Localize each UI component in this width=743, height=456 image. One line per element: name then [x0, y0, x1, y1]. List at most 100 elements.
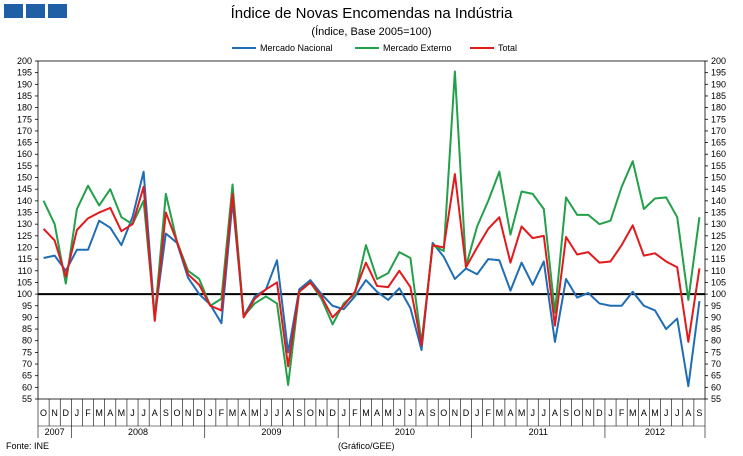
y-tick-label-left: 180 [17, 103, 32, 113]
x-tick-label: M [251, 408, 259, 418]
y-tick-label-right: 175 [711, 114, 726, 124]
y-tick-label-right: 55 [711, 394, 721, 404]
y-tick-label-left: 155 [17, 161, 32, 171]
year-label: 2011 [529, 427, 548, 437]
year-label: 2009 [261, 427, 281, 437]
x-tick-label: O [307, 408, 314, 418]
series-line-total [42, 173, 701, 368]
x-tick-label: A [374, 408, 380, 418]
y-tick-label-left: 135 [17, 208, 32, 218]
y-tick-label-right: 150 [711, 173, 726, 183]
y-tick-label-right: 160 [711, 149, 726, 159]
y-tick-label-right: 135 [711, 208, 726, 218]
y-tick-label-left: 170 [17, 126, 32, 136]
x-tick-label: N [318, 408, 325, 418]
y-tick-label-left: 175 [17, 114, 32, 124]
x-tick-label: S [296, 408, 302, 418]
y-tick-label-right: 120 [711, 242, 726, 252]
y-tick-label-right: 105 [711, 277, 726, 287]
y-tick-label-right: 200 [711, 56, 726, 66]
x-tick-label: M [651, 408, 659, 418]
x-tick-label: M [362, 408, 370, 418]
y-tick-label-left: 115 [18, 254, 32, 264]
x-tick-label: J [75, 408, 80, 418]
y-tick-label-right: 80 [711, 336, 721, 346]
y-tick-label-left: 55 [22, 394, 32, 404]
y-tick-label-right: 130 [711, 219, 726, 229]
x-tick-label: J [275, 408, 280, 418]
y-tick-label-right: 165 [711, 138, 726, 148]
x-tick-label: M [95, 408, 103, 418]
x-tick-label: D [196, 408, 203, 418]
x-tick-label: F [619, 408, 625, 418]
x-tick-label: A [241, 408, 247, 418]
series-line-mercado-externo [42, 70, 701, 387]
x-tick-label: S [430, 408, 436, 418]
x-tick-label: J [475, 408, 480, 418]
x-tick-label: N [185, 408, 192, 418]
x-tick-label: N [585, 408, 592, 418]
logo-block-1 [4, 4, 23, 18]
y-tick-label-left: 80 [22, 336, 32, 346]
logo-block-2 [26, 4, 45, 18]
y-tick-label-right: 140 [711, 196, 726, 206]
y-tick-label-right: 65 [711, 371, 721, 381]
y-tick-label-right: 125 [711, 231, 726, 241]
x-tick-label: S [163, 408, 169, 418]
chart-title: Índice de Novas Encomendas na Indústria [230, 5, 513, 22]
legend-label: Total [498, 43, 517, 53]
x-tick-label: A [419, 408, 425, 418]
y-tick-label-left: 200 [17, 56, 32, 66]
x-tick-label: D [463, 408, 470, 418]
x-tick-label: J [608, 408, 613, 418]
y-tick-label-right: 60 [711, 382, 721, 392]
y-tick-label-left: 85 [22, 324, 32, 334]
x-tick-label: J [664, 408, 669, 418]
y-tick-label-left: 140 [17, 196, 32, 206]
y-tick-label-right: 185 [711, 91, 726, 101]
y-tick-label-left: 75 [22, 347, 32, 357]
x-tick-label: O [173, 408, 180, 418]
y-tick-label-left: 145 [17, 184, 32, 194]
x-tick-label: M [629, 408, 637, 418]
x-tick-label: F [352, 408, 358, 418]
y-tick-label-left: 70 [22, 359, 32, 369]
x-tick-label: M [229, 408, 237, 418]
y-tick-label-left: 195 [17, 68, 32, 78]
y-tick-label-right: 75 [711, 347, 721, 357]
y-tick-label-left: 130 [17, 219, 32, 229]
y-tick-label-left: 190 [17, 79, 32, 89]
y-tick-label-right: 145 [711, 184, 726, 194]
x-tick-label: F [85, 408, 91, 418]
x-tick-label: A [507, 408, 513, 418]
x-tick-label: J [408, 408, 413, 418]
y-tick-label-right: 180 [711, 103, 726, 113]
chart-subtitle: (Índice, Base 2005=100) [311, 26, 432, 38]
y-tick-label-left: 160 [17, 149, 32, 159]
x-tick-label: D [63, 408, 70, 418]
x-tick-label: A [285, 408, 291, 418]
y-tick-label-right: 155 [711, 161, 726, 171]
x-tick-label: A [552, 408, 558, 418]
x-tick-label: A [685, 408, 691, 418]
y-tick-label-left: 185 [17, 91, 32, 101]
x-tick-label: O [440, 408, 447, 418]
x-tick-label: M [118, 408, 126, 418]
x-tick-label: A [152, 408, 158, 418]
y-tick-label-right: 110 [711, 266, 725, 276]
x-tick-label: O [574, 408, 581, 418]
x-tick-label: M [496, 408, 504, 418]
y-tick-label-left: 105 [17, 277, 32, 287]
x-tick-label: J [542, 408, 547, 418]
y-tick-label-right: 95 [711, 301, 721, 311]
x-tick-label: J [675, 408, 680, 418]
y-tick-label-right: 90 [711, 312, 721, 322]
x-tick-label: J [530, 408, 535, 418]
y-tick-label-right: 170 [711, 126, 726, 136]
source-note: Fonte: INE [6, 441, 50, 451]
y-tick-label-left: 95 [22, 301, 32, 311]
plot-area-frame [37, 60, 706, 400]
y-tick-label-right: 85 [711, 324, 721, 334]
x-tick-label: J [264, 408, 269, 418]
